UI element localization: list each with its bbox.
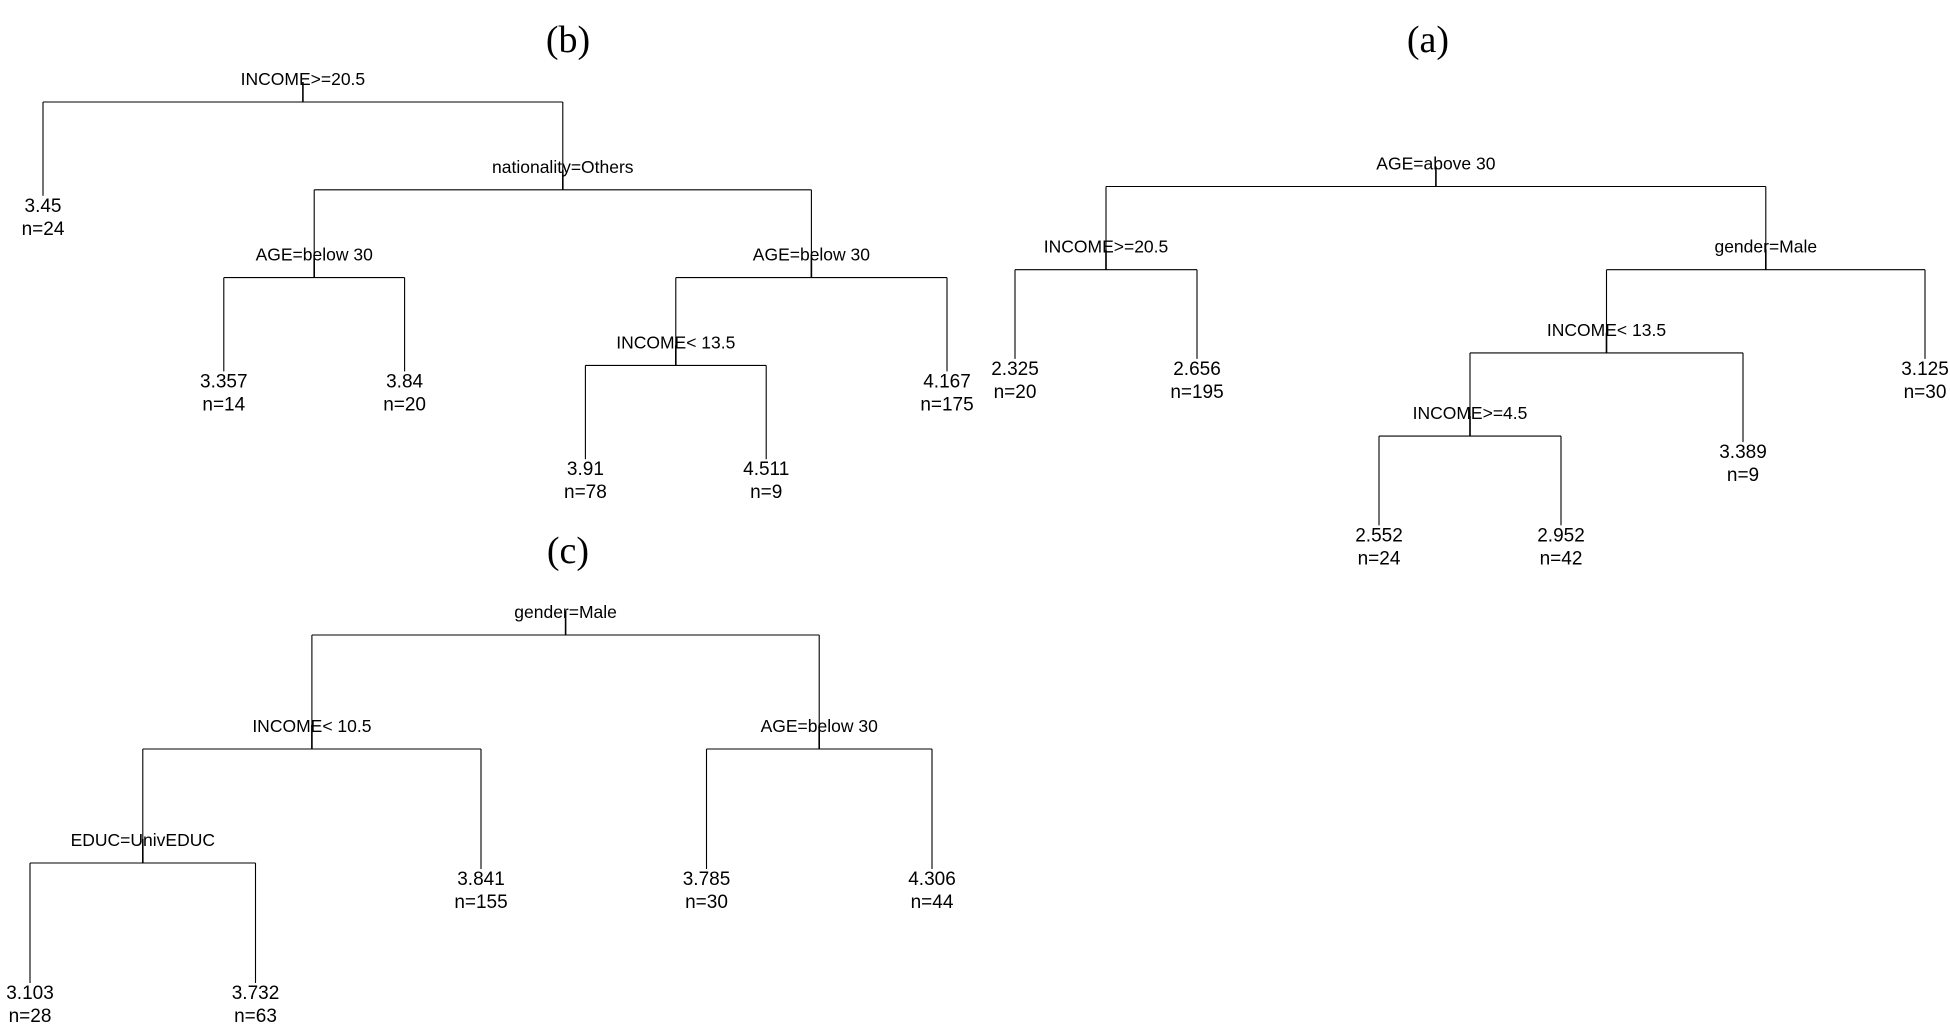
svg-text:2.952: 2.952	[1537, 525, 1585, 546]
svg-text:INCOME>=20.5: INCOME>=20.5	[1044, 237, 1169, 257]
svg-text:n=44: n=44	[911, 892, 954, 913]
svg-text:nationality=Others: nationality=Others	[492, 157, 634, 177]
svg-text:n=20: n=20	[994, 382, 1037, 403]
svg-text:n=195: n=195	[1170, 382, 1223, 403]
svg-text:n=63: n=63	[234, 1006, 277, 1027]
svg-text:gender=Male: gender=Male	[514, 602, 617, 622]
svg-text:3.91: 3.91	[567, 459, 604, 480]
svg-text:n=24: n=24	[1358, 548, 1401, 569]
svg-text:2.325: 2.325	[991, 359, 1039, 380]
svg-text:n=9: n=9	[750, 482, 782, 503]
svg-text:2.656: 2.656	[1173, 359, 1221, 380]
svg-text:n=30: n=30	[685, 892, 728, 913]
svg-text:3.125: 3.125	[1901, 359, 1949, 380]
svg-text:(a): (a)	[1407, 19, 1449, 61]
svg-text:4.306: 4.306	[908, 869, 956, 890]
svg-text:AGE=below 30: AGE=below 30	[761, 716, 878, 736]
svg-text:gender=Male: gender=Male	[1714, 237, 1817, 257]
svg-text:3.389: 3.389	[1719, 442, 1767, 463]
svg-text:INCOME>=20.5: INCOME>=20.5	[241, 69, 366, 89]
svg-text:n=78: n=78	[564, 482, 607, 503]
svg-text:n=155: n=155	[454, 892, 507, 913]
svg-text:3.841: 3.841	[457, 869, 505, 890]
svg-text:n=14: n=14	[202, 394, 245, 415]
svg-text:AGE=below 30: AGE=below 30	[256, 245, 373, 265]
svg-text:(c): (c)	[547, 530, 589, 572]
svg-text:4.511: 4.511	[743, 459, 789, 480]
svg-text:4.167: 4.167	[923, 371, 971, 392]
svg-text:AGE=above 30: AGE=above 30	[1376, 154, 1495, 174]
svg-text:3.732: 3.732	[232, 983, 280, 1004]
svg-text:INCOME< 10.5: INCOME< 10.5	[252, 716, 371, 736]
svg-text:n=175: n=175	[920, 394, 973, 415]
svg-text:n=24: n=24	[22, 219, 65, 240]
svg-text:3.45: 3.45	[25, 196, 62, 217]
svg-text:INCOME>=4.5: INCOME>=4.5	[1413, 403, 1528, 423]
svg-text:2.552: 2.552	[1355, 525, 1403, 546]
svg-text:n=30: n=30	[1904, 382, 1947, 403]
svg-text:n=20: n=20	[383, 394, 426, 415]
svg-text:n=9: n=9	[1727, 465, 1759, 486]
svg-text:3.84: 3.84	[386, 371, 423, 392]
svg-text:n=28: n=28	[9, 1006, 52, 1027]
svg-text:INCOME< 13.5: INCOME< 13.5	[1547, 320, 1666, 340]
svg-text:(b): (b)	[546, 19, 590, 61]
svg-text:3.103: 3.103	[6, 983, 54, 1004]
svg-text:EDUC=UnivEDUC: EDUC=UnivEDUC	[71, 830, 215, 850]
svg-text:3.785: 3.785	[683, 869, 731, 890]
svg-text:AGE=below 30: AGE=below 30	[753, 245, 870, 265]
svg-text:3.357: 3.357	[200, 371, 248, 392]
svg-text:n=42: n=42	[1540, 548, 1583, 569]
svg-text:INCOME< 13.5: INCOME< 13.5	[616, 332, 735, 352]
